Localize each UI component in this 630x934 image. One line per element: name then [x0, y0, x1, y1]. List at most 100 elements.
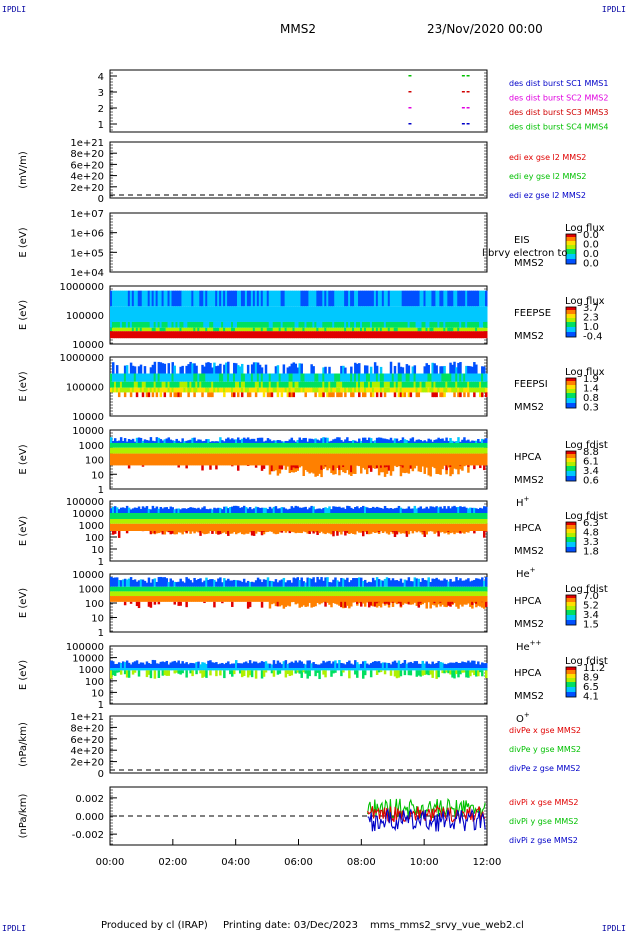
spectrogram-cell — [229, 447, 232, 454]
spectrogram-cell — [314, 513, 317, 519]
spectrogram-cell — [123, 373, 127, 382]
spectrogram-cell — [161, 440, 165, 443]
spectrogram-cell — [246, 601, 250, 609]
spectrogram-cell — [483, 321, 486, 328]
colorbar-step — [566, 680, 576, 682]
spectrogram-cell — [346, 381, 349, 388]
spectrogram-cell — [141, 465, 145, 467]
spectrogram-cell — [143, 373, 147, 382]
spectrogram-cell — [123, 578, 127, 587]
spectrogram-cell — [447, 531, 450, 532]
spectrogram-cell — [203, 373, 206, 382]
colorbar-step — [566, 524, 576, 526]
spectrogram-cell — [445, 327, 448, 332]
spectrogram-cell — [473, 591, 476, 597]
spectrogram-cell — [340, 373, 343, 382]
spectrogram-cell — [405, 306, 409, 322]
spectrogram-cell — [149, 523, 153, 533]
colorbar-frame — [565, 306, 577, 338]
spectrogram-cell — [225, 438, 228, 443]
spectrogram-cell — [342, 306, 345, 322]
colorbar-step — [566, 457, 576, 459]
spectrogram-cell — [352, 447, 355, 454]
colorbar-step — [566, 261, 576, 263]
spectrogram-cell — [433, 321, 436, 328]
spectrogram-cell — [371, 306, 375, 322]
spectrogram-cell — [419, 290, 423, 307]
spectrogram-cell — [157, 601, 161, 605]
spectrogram-cell — [346, 447, 349, 454]
spectrogram-cell — [415, 387, 419, 393]
spectrogram-cell — [129, 523, 133, 531]
spectrogram-cell — [324, 513, 327, 519]
spectrogram-cell — [479, 579, 482, 587]
spectrogram-cell — [340, 392, 343, 398]
spectrogram-cell — [280, 306, 284, 322]
colorbar-step — [566, 451, 576, 453]
spectrogram-cell — [121, 596, 125, 602]
spectrogram-cell — [369, 373, 373, 382]
spectrogram-cell — [163, 591, 167, 597]
spectrogram-cell — [330, 582, 333, 587]
spectrogram-cell — [292, 586, 296, 592]
spectrogram-cell — [361, 513, 365, 519]
spectrogram-cell — [238, 507, 242, 513]
spectrogram-cell — [304, 373, 307, 382]
spectrogram-cell — [435, 365, 438, 374]
spectrogram-cell — [431, 362, 434, 374]
spectrogram-feepse — [110, 290, 488, 339]
spectrogram-cell — [391, 306, 395, 322]
colorbar-step — [566, 384, 576, 386]
spectrogram-cell — [225, 362, 228, 374]
spectrogram-cell — [119, 306, 123, 322]
spectrogram-cell — [350, 387, 353, 393]
spectrogram-cell — [415, 578, 419, 587]
spectrogram-cell — [419, 581, 423, 587]
spectrogram-cell — [381, 331, 385, 339]
spectrogram-cell — [233, 447, 236, 454]
spectrogram-cell — [304, 506, 307, 513]
colorbar-step — [566, 325, 576, 327]
spacecraft-label: MMS2 — [514, 691, 544, 702]
spectrogram-cell — [447, 586, 450, 592]
spectrogram-cell — [377, 331, 381, 339]
spectrogram-cell — [115, 668, 119, 671]
spectrogram-cell — [153, 601, 157, 605]
spectrogram-cell — [177, 591, 180, 597]
spectrogram-cell — [334, 591, 337, 597]
spectrogram-cell — [371, 591, 375, 597]
spectrogram-cell — [371, 331, 375, 339]
spectrogram-cell — [292, 465, 296, 468]
spectrogram-cell — [201, 327, 204, 332]
spectrogram-cell — [399, 591, 403, 597]
colorbar-step — [566, 673, 576, 675]
spectrogram-cell — [465, 596, 468, 605]
spectrogram-cell — [250, 321, 254, 328]
spectrogram-cell — [306, 453, 309, 472]
spectrogram-cell — [437, 531, 440, 537]
spectrogram-cell — [123, 670, 127, 675]
colorbar-step — [566, 534, 576, 536]
spectrogram-cell — [338, 392, 341, 398]
spectrogram-cell — [413, 442, 417, 448]
spectrogram-cell — [129, 447, 133, 454]
spectrogram-cell — [236, 365, 240, 374]
spectrogram-cell — [233, 381, 236, 388]
spectrogram-cell — [477, 513, 480, 519]
spectrogram-cell — [129, 392, 133, 398]
spectrogram-cell — [270, 306, 274, 322]
spectrogram-cell — [304, 331, 307, 339]
spectrogram-cell — [381, 519, 385, 524]
spectrogram-cell — [256, 577, 260, 587]
spectrogram-cell — [441, 453, 444, 470]
spectrogram-cell — [330, 596, 333, 608]
spectrogram-cell — [143, 591, 147, 597]
spectrogram-cell — [363, 306, 367, 322]
spectrogram-cell — [361, 591, 365, 597]
spectrogram-cell — [256, 519, 260, 524]
spectrogram-cell — [338, 387, 341, 393]
spectrogram-cell — [177, 586, 180, 592]
spectrogram-cell — [193, 507, 196, 513]
spectrogram-cell — [254, 331, 258, 339]
spectrogram-cell — [193, 381, 196, 388]
